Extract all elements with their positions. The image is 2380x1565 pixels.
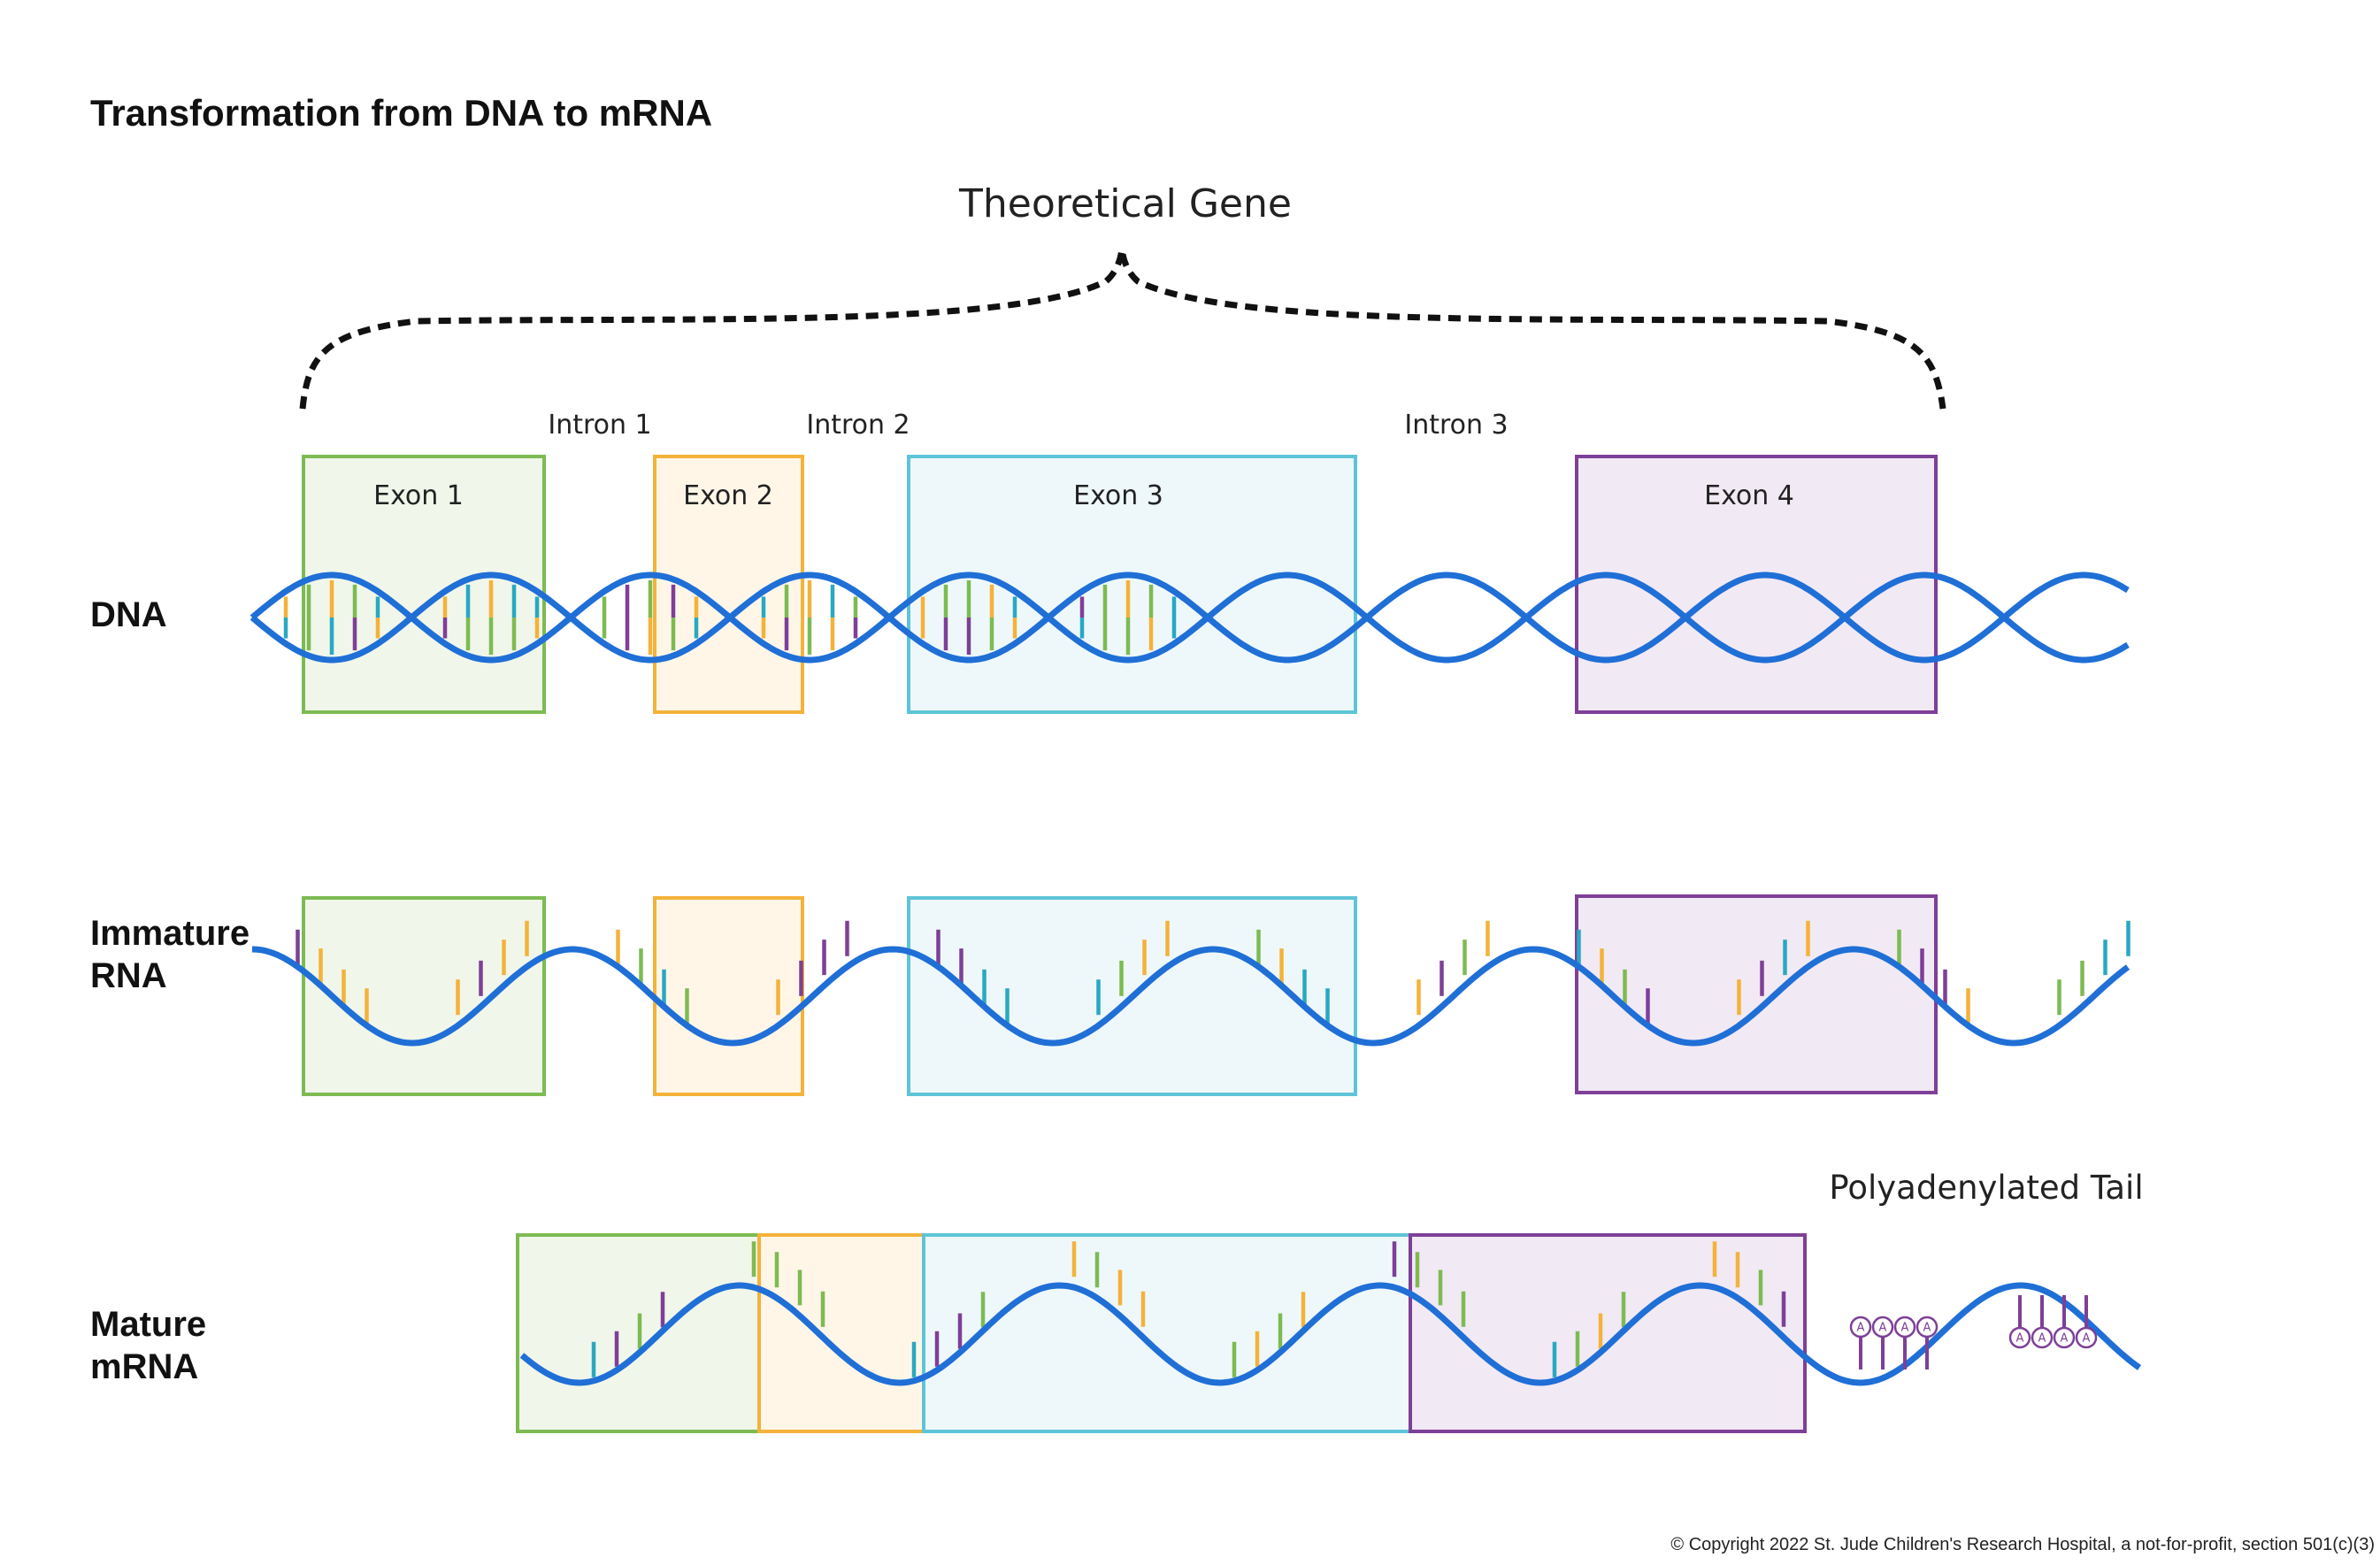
mrna-exon-2-box <box>757 1233 925 1433</box>
dna-strand-top <box>250 572 2130 664</box>
poly-a-circle <box>2075 1326 2098 1349</box>
poly-a-letter: A <box>2083 1332 2091 1346</box>
theoretical-gene-label: Theoretical Gene <box>958 181 1292 226</box>
poly-a-circle <box>2008 1326 2031 1349</box>
mature-mrna-label-line1: Mature <box>90 1305 206 1344</box>
poly-a-letter: A <box>1923 1322 1931 1335</box>
poly-a-circle <box>1849 1316 1872 1339</box>
immature-rna-label-line2: RNA <box>90 956 167 995</box>
exon-3-label: Exon 3 <box>1073 480 1163 511</box>
strands <box>250 572 2142 1386</box>
poly-a-node: A <box>1871 1316 1894 1369</box>
poly-a-node: A <box>2053 1295 2076 1349</box>
dna-exon-1-box <box>302 455 546 714</box>
rna-exon-2-box <box>653 896 804 1096</box>
intron-3-label: Intron 3 <box>1404 410 1508 441</box>
rna-exon-1-box <box>302 896 546 1096</box>
mature-mrna-label-line2: mRNA <box>90 1347 198 1386</box>
poly-a-node: A <box>2031 1295 2054 1349</box>
immature-rna-label-line1: Immature <box>90 914 250 953</box>
poly-a-letter: A <box>2016 1332 2024 1346</box>
exon-1-label: Exon 1 <box>373 480 464 511</box>
poly-a-circle <box>1893 1316 1916 1339</box>
dna-strand-bottom <box>250 572 2130 664</box>
poly-a-circle <box>2053 1326 2076 1349</box>
diagram-title: Transformation from DNA to mRNA <box>90 92 712 134</box>
rna-exon-4-box <box>1575 894 1938 1094</box>
poly-a-node: A <box>1893 1316 1916 1369</box>
poly-a-circle <box>2031 1326 2054 1349</box>
mrna-exon-3-box <box>922 1233 1412 1433</box>
poly-a-letter: A <box>2038 1332 2046 1346</box>
copyright-notice: © Copyright 2022 St. Jude Children's Res… <box>1670 1535 2375 1554</box>
poly-a-letter: A <box>1857 1322 1865 1335</box>
dna-exon-3-box <box>907 455 1357 714</box>
gene-brace-path <box>299 249 1946 410</box>
poly-a-node: A <box>1849 1316 1872 1369</box>
intron-1-label: Intron 1 <box>548 410 651 441</box>
polyadenylated-tail-label: Polyadenylated Tail <box>1829 1169 2143 1207</box>
poly-a-circle <box>1916 1316 1939 1339</box>
poly-a-circle <box>1871 1316 1894 1339</box>
poly-a-tail: A A A AA A A A <box>1849 1295 2098 1369</box>
exon-2-label: Exon 2 <box>683 480 773 511</box>
poly-a-letter: A <box>1901 1322 1909 1335</box>
poly-a-node: A <box>2008 1295 2031 1349</box>
gene-brace <box>299 249 1946 410</box>
base-pairs <box>283 580 2130 1377</box>
rna-strand <box>251 946 2130 1047</box>
mrna-exon-4-box <box>1409 1233 1807 1433</box>
poly-a-node: A <box>1916 1316 1939 1369</box>
dna-row-label: DNA <box>90 595 167 634</box>
intron-2-label: Intron 2 <box>806 410 910 441</box>
poly-a-letter: A <box>1879 1322 1887 1335</box>
exon-4-label: Exon 4 <box>1704 480 1794 511</box>
poly-a-node: A <box>2075 1295 2098 1349</box>
mrna-strand <box>519 1282 2142 1386</box>
poly-a-letter: A <box>2061 1332 2069 1346</box>
